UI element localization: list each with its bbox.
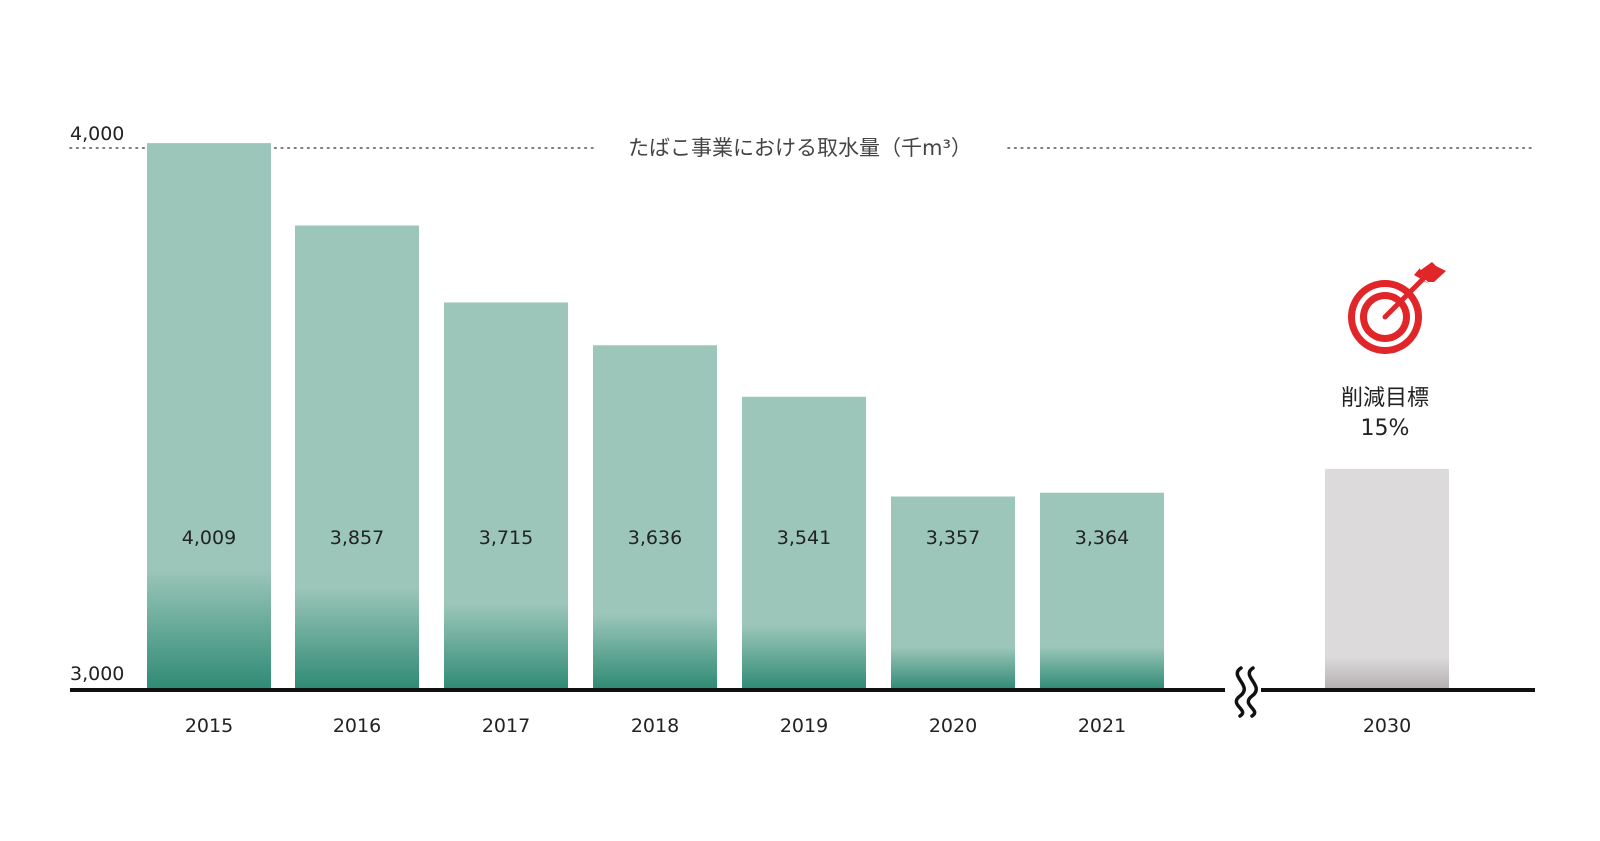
value-label-2018: 3,636: [628, 527, 682, 549]
bar-2019: [742, 396, 866, 690]
chart-title: たばこ事業における取水量（千m³）: [628, 136, 972, 160]
bar-2018: [593, 345, 717, 690]
category-label-2019: 2019: [780, 715, 828, 737]
category-label-2018: 2018: [631, 715, 679, 737]
value-label-2019: 3,541: [777, 527, 831, 549]
category-label-2020: 2020: [929, 715, 977, 737]
bar-target-2030: [1325, 468, 1449, 690]
value-label-2015: 4,009: [182, 527, 236, 549]
value-label-2017: 3,715: [479, 527, 533, 549]
y-tick-min: 3,000: [70, 663, 124, 685]
bar-2016: [295, 225, 419, 691]
category-label-2017: 2017: [482, 715, 530, 737]
target-icon: [1348, 262, 1446, 354]
category-labels-group: 2015 2016 2017 2018 2019 2020 2021 2030: [185, 715, 1411, 737]
category-label-2030: 2030: [1363, 715, 1411, 737]
value-label-2020: 3,357: [926, 527, 980, 549]
target-label: 削減目標: [1341, 386, 1429, 411]
bar-2020: [891, 496, 1015, 690]
category-label-2021: 2021: [1078, 715, 1126, 737]
target-percent: 15%: [1361, 416, 1410, 441]
bar-2017: [444, 302, 568, 690]
bar-2015: [147, 143, 271, 690]
axis-break-icon: [1225, 665, 1261, 718]
y-tick-max: 4,000: [70, 123, 124, 145]
bar-2021: [1040, 492, 1164, 690]
value-labels-group: 4,009 3,857 3,715 3,636 3,541 3,357 3,364: [182, 527, 1129, 549]
category-label-2015: 2015: [185, 715, 233, 737]
value-label-2021: 3,364: [1075, 527, 1129, 549]
category-label-2016: 2016: [333, 715, 381, 737]
bars-group: [147, 143, 1449, 691]
value-label-2016: 3,857: [330, 527, 384, 549]
